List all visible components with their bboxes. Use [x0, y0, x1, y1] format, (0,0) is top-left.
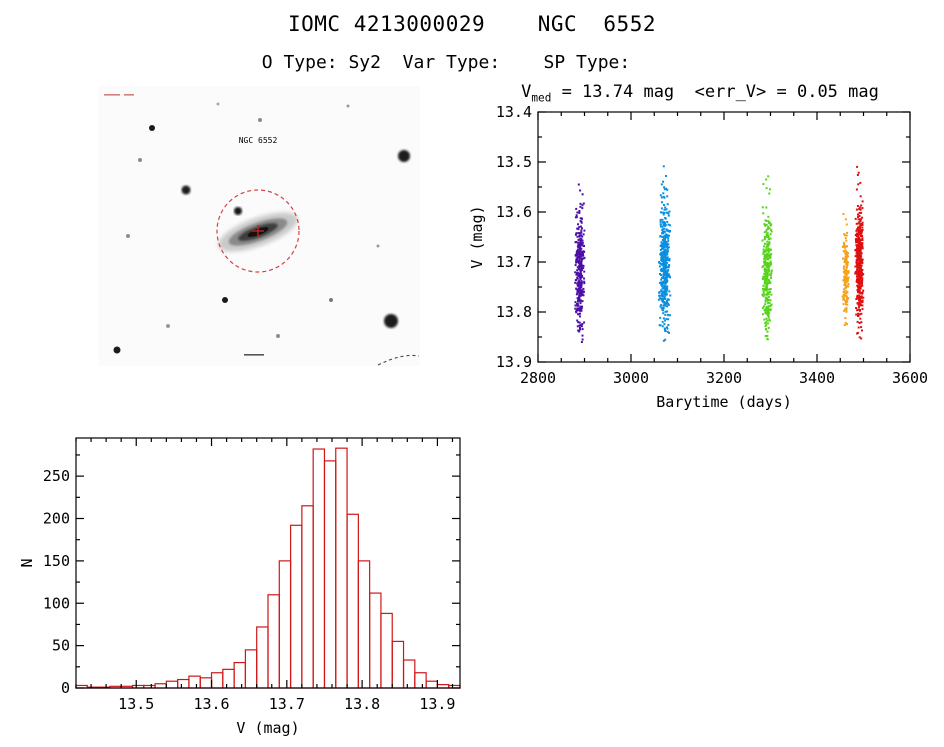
histogram-bar — [425, 680, 439, 689]
lightcurve-panel: Vmed = 13.74 mag <err_V> = 0.05 mag 2800… — [468, 82, 932, 416]
y-tick-label: 50 — [52, 637, 70, 655]
histogram-bar — [391, 640, 405, 689]
x-tick-label: 13.6 — [193, 695, 229, 713]
y-tick-label: 13.5 — [496, 153, 532, 171]
y-tick-label: 13.8 — [496, 303, 532, 321]
histogram-plot: 13.5 13.6 13.7 13.8 13.9 0 50 100 150 200 250 V (ma… — [18, 437, 461, 737]
source-cross-marker — [252, 225, 264, 237]
x-tick-label: 2800 — [520, 369, 556, 387]
histogram-bar — [414, 672, 427, 689]
y-tick-label: 13.7 — [496, 253, 532, 271]
page-title: IOMC 4213000029 NGC 6552 — [287, 12, 656, 36]
tick-labels: 13.5 13.6 13.7 13.8 13.9 0 50 100 150 200 250 — [43, 467, 456, 713]
y-axis-label: V (mag) — [468, 205, 486, 268]
y-tick-label: 250 — [43, 467, 70, 485]
y-tick-label: 13.9 — [496, 353, 532, 371]
x-axis-label: V (mag) — [236, 719, 299, 737]
y-tick-label: 200 — [43, 510, 70, 528]
histogram-panel: 13.5 13.6 13.7 13.8 13.9 0 50 100 150 200 250 V (ma… — [18, 430, 480, 742]
histogram-bar — [369, 592, 382, 689]
y-tick-label: 150 — [43, 552, 70, 570]
histogram-bar — [244, 649, 258, 689]
lightcurve-plot: 2800 3000 3200 3400 3600 13.4 13.5 13.6 13.7 13.8… — [468, 103, 928, 411]
source-label: NGC 6552 — [239, 136, 278, 145]
y-tick-label: 13.4 — [496, 106, 532, 121]
x-tick-label: 13.9 — [419, 695, 455, 713]
histogram-bar — [402, 659, 416, 689]
histogram-bar — [267, 594, 280, 689]
histogram-bar — [154, 683, 167, 689]
histogram-bar — [346, 513, 359, 689]
source-aperture-circle — [216, 189, 300, 273]
sky-image-panel: NGC 6552 — [98, 86, 420, 366]
y-tick-label: 13.6 — [496, 203, 532, 221]
plate-annotation-marks — [104, 94, 420, 366]
histogram-bar — [380, 612, 393, 689]
vmed-values: = 13.74 mag <err_V> = 0.05 mag — [551, 82, 879, 102]
histogram-bars — [75, 447, 461, 689]
histogram-bar — [165, 680, 179, 689]
sky-image: NGC 6552 — [98, 86, 420, 366]
y-tick-label: 0 — [61, 679, 70, 697]
histogram-bar — [335, 447, 348, 689]
axis-box — [537, 111, 911, 363]
x-tick-label: 3200 — [706, 369, 742, 387]
object-type-line: O Type: Sy2 Var Type: SP Type: — [261, 52, 631, 73]
histogram-bar — [177, 678, 190, 689]
histogram-bar — [233, 661, 247, 689]
axes — [75, 437, 461, 689]
vmed-subscript: med — [531, 91, 552, 105]
y-axis-label: N — [18, 558, 36, 567]
histogram-bar — [357, 560, 371, 689]
histogram-bar — [210, 672, 224, 689]
vmed-symbol: V — [521, 82, 532, 102]
y-tick-label: 100 — [43, 594, 70, 612]
axis-box — [75, 437, 461, 689]
x-tick-label: 3400 — [799, 369, 835, 387]
field-stars — [113, 102, 410, 354]
histogram-bar — [301, 505, 314, 689]
histogram-bar — [188, 675, 201, 689]
tick-labels: 2800 3000 3200 3400 3600 13.4 13.5 13.6 13.7 13.8… — [496, 103, 928, 387]
histogram-bar — [312, 448, 326, 689]
x-tick-label: 3000 — [613, 369, 649, 387]
axes — [537, 111, 911, 363]
histogram-bar — [278, 560, 292, 689]
histogram-bar — [199, 677, 213, 689]
x-tick-label: 3600 — [892, 369, 928, 387]
superimposed-star — [234, 207, 242, 215]
x-tick-label: 13.5 — [118, 695, 154, 713]
scatter-points — [574, 165, 865, 343]
x-axis-label: Barytime (days) — [656, 393, 791, 411]
histogram-bar — [323, 460, 337, 689]
histogram-bar — [289, 524, 303, 689]
histogram-bar — [222, 668, 235, 689]
histogram-bar — [256, 626, 269, 689]
x-tick-label: 13.7 — [269, 695, 305, 713]
lightcurve-stats-title: Vmed = 13.74 mag <err_V> = 0.05 mag — [468, 82, 932, 106]
x-tick-label: 13.8 — [344, 695, 380, 713]
